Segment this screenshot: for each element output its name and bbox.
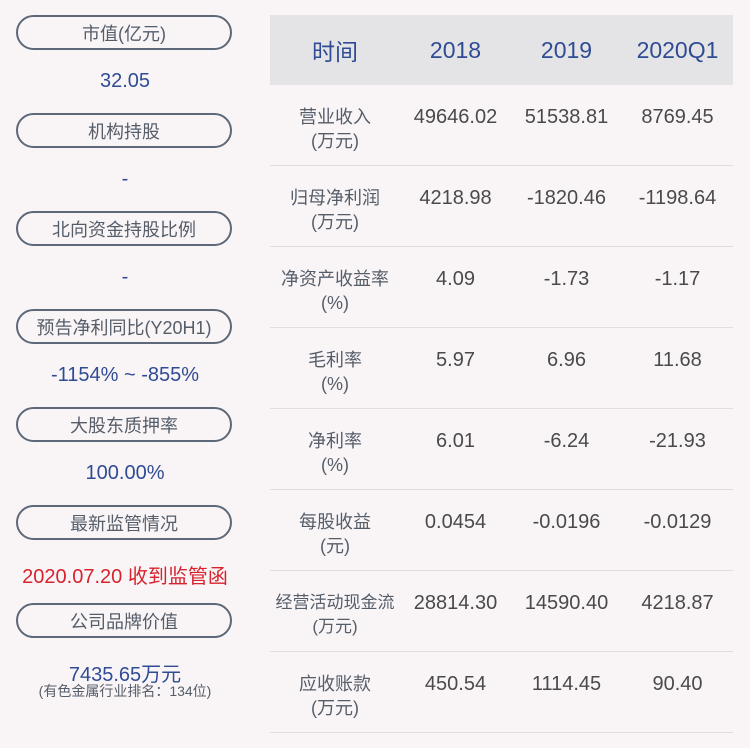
profit-forecast-value: -1154% ~ -855% — [50, 364, 200, 386]
header-2020q1: 2020Q1 — [636, 36, 719, 63]
cell: 1114.45 — [531, 673, 602, 695]
institutional-holding-label: 机构持股 — [16, 113, 232, 148]
cell: -21.93 — [649, 430, 706, 452]
cell: 51538.81 — [524, 106, 609, 128]
row-label: 净利率 (%) — [308, 431, 362, 475]
row-label: 应收账款 (万元) — [299, 674, 371, 718]
header-2018: 2018 — [429, 36, 482, 63]
cell: -1198.64 — [638, 187, 717, 209]
row-label: 毛利率 (%) — [308, 350, 362, 394]
row-label: 净资产收益率 (%) — [281, 269, 389, 313]
cell: 4218.87 — [641, 592, 714, 614]
cell: -0.0196 — [532, 511, 601, 533]
table-row: 应收账款 (万元) 450.54 1114.45 90.40 — [270, 652, 733, 733]
regulatory-status-label: 最新监管情况 — [16, 505, 232, 540]
cell: -1.17 — [654, 268, 701, 290]
row-label: 经营活动现金流 (万元) — [275, 593, 395, 636]
pledge-ratio-label: 大股东质押率 — [16, 407, 232, 442]
table-row: 每股收益 (元) 0.0454 -0.0196 -0.0129 — [270, 490, 733, 571]
cell: -1.73 — [543, 268, 590, 290]
header-time: 时间 — [312, 39, 358, 65]
table-row: 经营活动现金流 (万元) 28814.30 14590.40 4218.87 — [270, 571, 733, 652]
profit-forecast-label: 预告净利同比(Y20H1) — [16, 309, 232, 344]
cell: 49646.02 — [413, 106, 498, 128]
cell: 0.0454 — [424, 511, 487, 533]
brand-value-label: 公司品牌价值 — [16, 603, 232, 638]
cell: 90.40 — [652, 673, 703, 695]
table-row: 净资产收益率 (%) 4.09 -1.73 -1.17 — [270, 247, 733, 328]
northbound-holding-label: 北向资金持股比例 — [16, 211, 232, 246]
cell: 5.97 — [436, 349, 475, 371]
brand-value-value: 7435.65万元 — [68, 664, 182, 686]
regulatory-status-value: 2020.07.20 收到监管函 — [22, 566, 228, 588]
cell: -0.0129 — [643, 511, 712, 533]
cell: 4218.98 — [419, 187, 492, 209]
table-row: 归母净利润 (万元) 4218.98 -1820.46 -1198.64 — [270, 166, 733, 247]
cell: -6.24 — [543, 430, 590, 452]
cell: 8769.45 — [641, 106, 714, 128]
row-label: 营业收入 (万元) — [299, 107, 371, 151]
market-cap-label: 市值(亿元) — [16, 15, 232, 50]
cell: 14590.40 — [524, 592, 609, 614]
row-label: 归母净利润 (万元) — [290, 188, 380, 232]
table-row: 营业收入 (万元) 49646.02 51538.81 8769.45 — [270, 85, 733, 166]
financials-table: 时间 2018 2019 2020Q1 营业收入 (万元) 49646.02 51… — [270, 15, 733, 733]
table-row: 净利率 (%) 6.01 -6.24 -21.93 — [270, 409, 733, 490]
institutional-holding-value: - — [121, 168, 129, 190]
table-row: 毛利率 (%) 5.97 6.96 11.68 — [270, 328, 733, 409]
cell: 450.54 — [424, 673, 487, 695]
market-cap-value: 32.05 — [99, 70, 151, 92]
cell: 6.01 — [436, 430, 475, 452]
cell: 11.68 — [653, 349, 702, 371]
cell: 28814.30 — [413, 592, 498, 614]
brand-value-rank-note: (有色金属行业排名：134位) — [38, 683, 212, 699]
pledge-ratio-value: 100.00% — [85, 462, 165, 484]
header-2019: 2019 — [540, 36, 593, 63]
row-label: 每股收益 (元) — [299, 512, 371, 556]
cell: -1820.46 — [527, 187, 606, 209]
northbound-holding-value: - — [121, 266, 129, 288]
table-header: 时间 2018 2019 2020Q1 — [270, 15, 733, 85]
cell: 4.09 — [436, 268, 475, 290]
cell: 6.96 — [547, 349, 586, 371]
